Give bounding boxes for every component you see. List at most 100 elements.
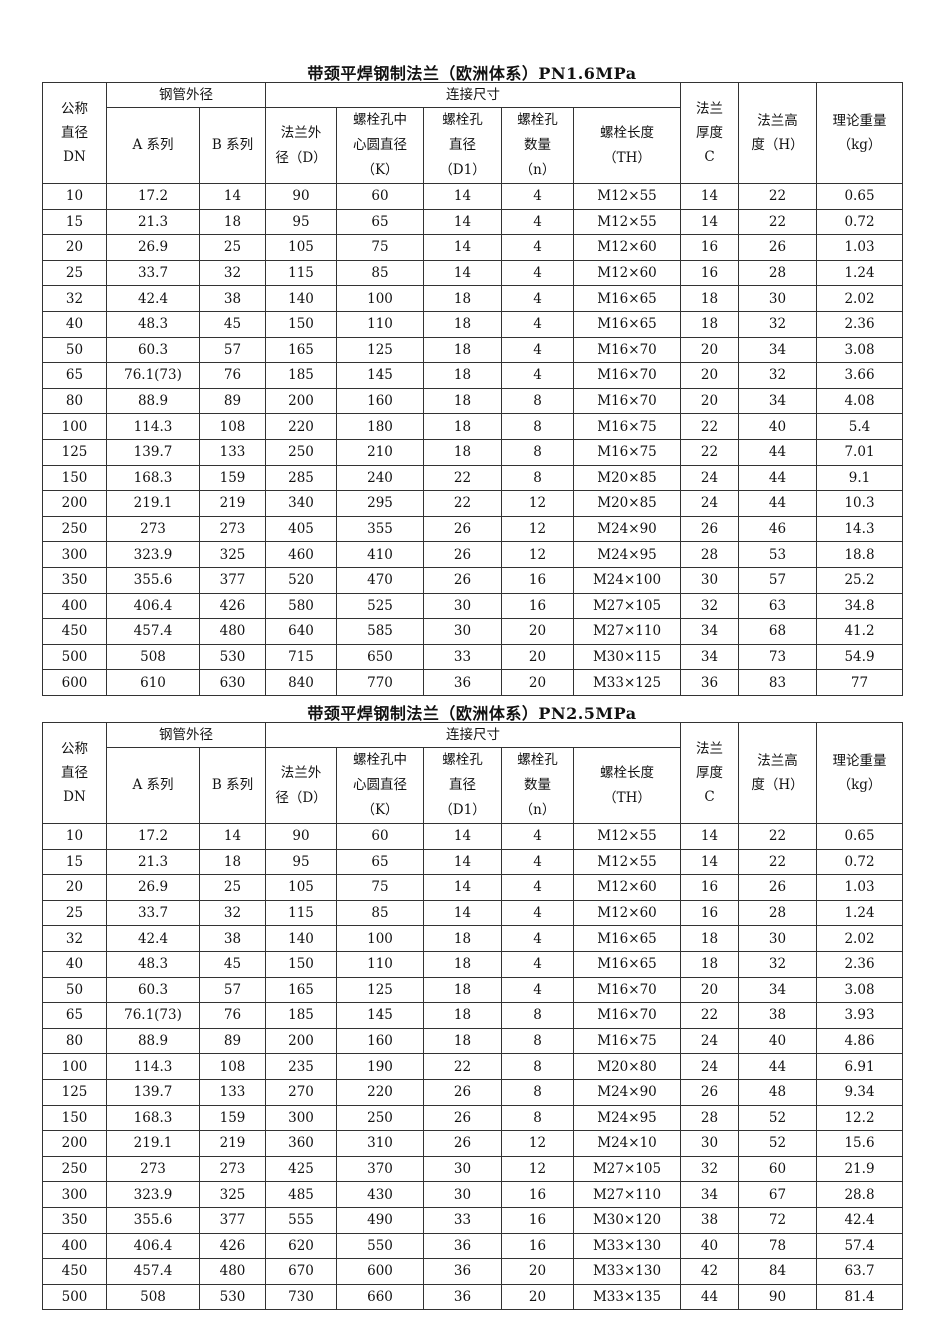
table-title: 带颈平焊钢制法兰（欧洲体系）PN1.6MPa	[307, 64, 637, 83]
table-cell: 36	[680, 669, 739, 696]
table-cell: 24	[680, 464, 739, 492]
table-cell: 8	[501, 413, 574, 440]
header-row: A 系列 B 系列 法兰外 径（D） 螺栓孔中 心圆直径 （K） 螺栓孔 直径 （D1）…	[43, 107, 903, 184]
table-cell: M27×110	[573, 1181, 681, 1208]
header-flange-od: 法兰外 径（D）	[265, 747, 337, 824]
table-cell: 20	[680, 387, 739, 415]
table-cell: 285	[265, 464, 337, 492]
table-cell: 325	[199, 541, 266, 568]
table-cell: 610	[106, 669, 200, 696]
header-weight: 理论重量 （kg）	[816, 722, 903, 824]
table-cell: 273	[199, 515, 266, 543]
header-bolt-circle: 螺栓孔中 心圆直径 （K）	[336, 747, 424, 824]
table-cell: 18	[423, 950, 502, 978]
table-cell: 840	[265, 669, 337, 696]
table-cell: 57.4	[816, 1232, 903, 1260]
table-cell: M33×135	[573, 1283, 681, 1311]
table-cell: 410	[336, 541, 424, 568]
flange-table: 公称 直径 DN 钢管外径 连接尺寸 法兰 厚度 C 法兰高 度（H） 理论重量 （kg）…	[42, 82, 903, 696]
table-cell: 30	[738, 285, 817, 312]
table-cell: 4.86	[816, 1027, 903, 1055]
table-cell: 185	[265, 1002, 337, 1029]
table-cell: 20	[501, 643, 574, 671]
table-cell: 10	[42, 183, 107, 210]
table-cell: 1.03	[816, 874, 903, 901]
table-cell: 26	[680, 1078, 739, 1106]
table-cell: 16	[501, 1232, 574, 1260]
table-cell: 8	[501, 1104, 574, 1132]
table-cell: 67	[738, 1181, 817, 1208]
table-cell: 8	[501, 387, 574, 415]
table-cell: M16×75	[573, 1027, 681, 1055]
table-cell: 48.3	[106, 310, 200, 338]
table-cell: 68	[738, 618, 817, 645]
table-row: 125 139.7 133 250 210 18 8 M16×75 22 44 7.01	[42, 438, 903, 466]
table-cell: 425	[265, 1155, 337, 1183]
table-cell: M16×70	[573, 336, 681, 364]
table-cell: 550	[336, 1232, 424, 1260]
table-cell: 65	[336, 848, 424, 876]
table-cell: 77	[816, 669, 903, 696]
table-cell: 38	[680, 1206, 739, 1234]
header-a-series: A 系列	[106, 747, 200, 824]
table-cell: 57	[199, 336, 266, 364]
table-row: 250 273 273 425 370 30 12 M27×105 32 60 21.9	[42, 1155, 903, 1183]
table-cell: 105	[265, 234, 337, 261]
table-row: 65 76.1(73) 76 185 145 18 8 M16×70 22 38 3.93	[42, 1002, 903, 1029]
table-cell: 490	[336, 1206, 424, 1234]
table-cell: 20	[42, 234, 107, 261]
table-row: 10 17.2 14 90 60 14 4 M12×55 14 22 0.65	[42, 183, 903, 210]
table-cell: 16	[501, 592, 574, 620]
table-cell: 85	[336, 259, 424, 287]
table-cell: 76	[199, 362, 266, 389]
table-row: 65 76.1(73) 76 185 145 18 4 M16×70 20 32 3.66	[42, 362, 903, 389]
table-cell: 80	[42, 1027, 107, 1055]
table-cell: 18	[423, 438, 502, 466]
header-thickness: 法兰 厚度 C	[680, 722, 739, 824]
header-pipe-od: 钢管外径	[106, 82, 266, 108]
table-cell: 180	[336, 413, 424, 440]
table-cell: 44	[680, 1283, 739, 1311]
table-cell: 0.72	[816, 208, 903, 236]
table-cell: 26	[423, 1104, 502, 1132]
table-cell: 8	[501, 464, 574, 492]
table-cell: 1.24	[816, 899, 903, 927]
table-cell: 14	[423, 259, 502, 287]
table-cell: 150	[42, 464, 107, 492]
table-cell: 105	[265, 874, 337, 901]
table-row: 450 457.4 480 670 600 36 20 M33×130 42 84 63.7	[42, 1258, 903, 1285]
header-thickness: 法兰 厚度 C	[680, 82, 739, 184]
table-cell: 200	[265, 387, 337, 415]
table-cell: 8	[501, 1002, 574, 1029]
table-cell: 32	[680, 1155, 739, 1183]
table-cell: 270	[265, 1078, 337, 1106]
table-cell: 18	[423, 336, 502, 364]
table-cell: 33.7	[106, 259, 200, 287]
table-cell: 460	[265, 541, 337, 568]
table-cell: 100	[336, 285, 424, 312]
table-cell: 406.4	[106, 1232, 200, 1260]
table-cell: 14	[423, 823, 502, 850]
table-cell: M12×55	[573, 208, 681, 236]
table-cell: 340	[265, 490, 337, 517]
table-cell: M12×60	[573, 874, 681, 901]
table-row: 100 114.3 108 220 180 18 8 M16×75 22 40 5.4	[42, 413, 903, 440]
table-cell: 200	[42, 1130, 107, 1157]
table-cell: 450	[42, 1258, 107, 1285]
table-cell: 83	[738, 669, 817, 696]
table-cell: 426	[199, 1232, 266, 1260]
table-cell: 220	[336, 1078, 424, 1106]
table-row: 32 42.4 38 140 100 18 4 M16×65 18 30 2.02	[42, 285, 903, 312]
table-cell: 60	[738, 1155, 817, 1183]
table-cell: 4	[501, 874, 574, 901]
table-cell: 32	[42, 925, 107, 952]
table-cell: 18	[423, 413, 502, 440]
table-cell: 4	[501, 823, 574, 850]
table-cell: 76.1(73)	[106, 362, 200, 389]
header-row: 公称 直径 DN 钢管外径 连接尺寸 法兰 厚度 C 法兰高 度（H） 理论重量 （kg）	[42, 82, 903, 184]
table-cell: 32	[738, 950, 817, 978]
table-cell: 16	[680, 899, 739, 927]
table-cell: 160	[336, 1027, 424, 1055]
table-cell: 65	[42, 362, 107, 389]
table-cell: 5.4	[816, 413, 903, 440]
